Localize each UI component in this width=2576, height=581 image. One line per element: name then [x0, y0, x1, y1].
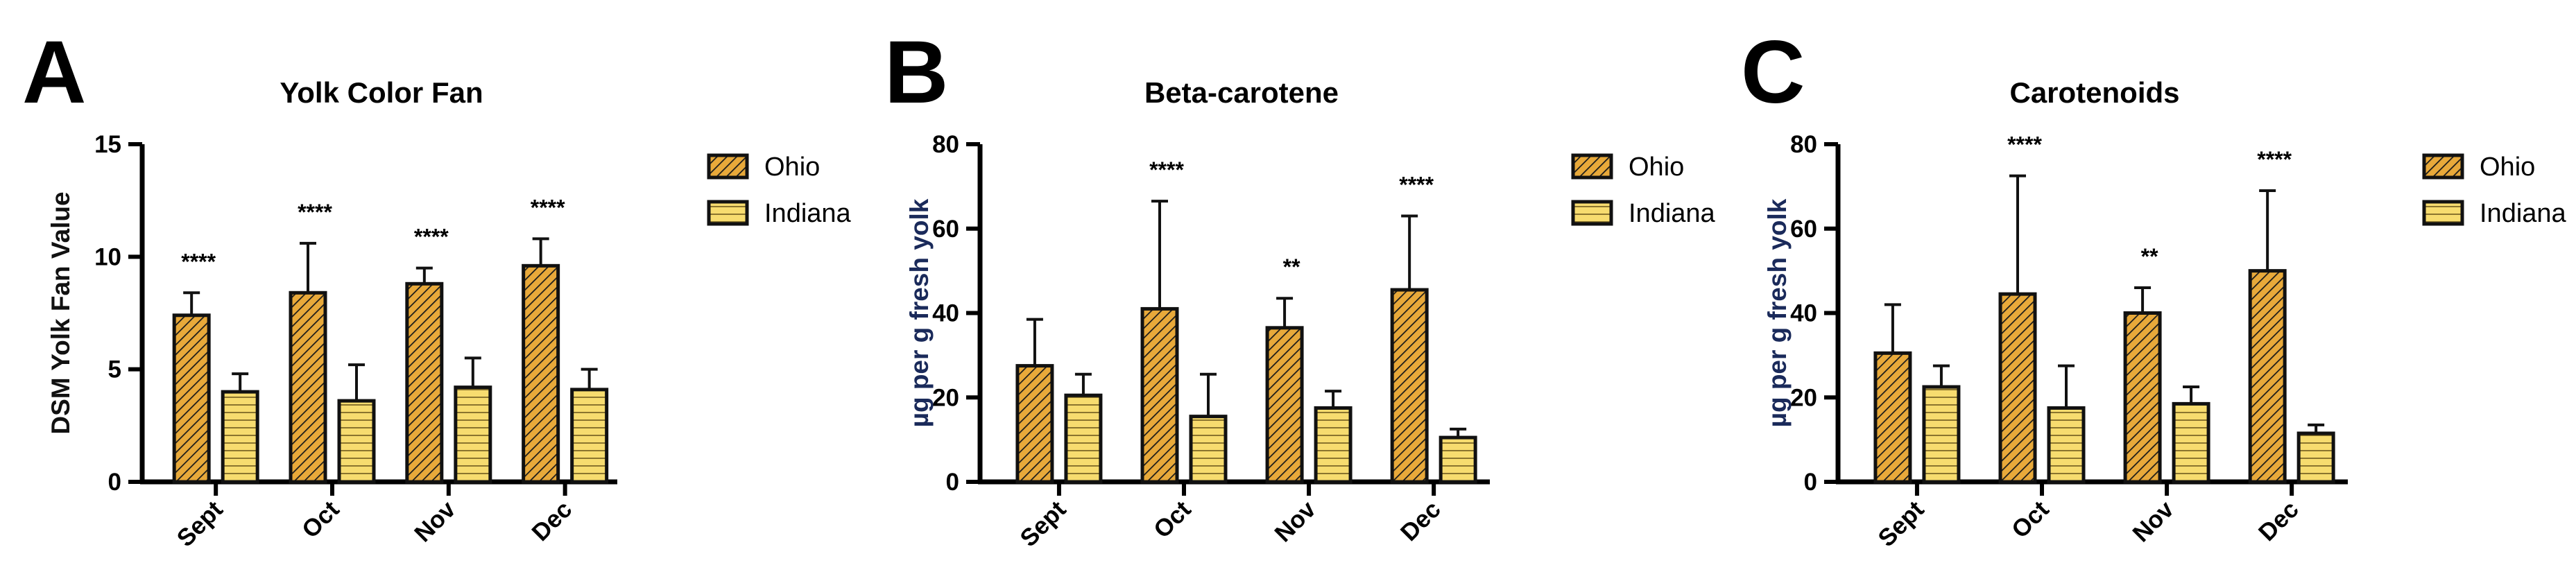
chart-title: Beta-carotene — [1144, 76, 1339, 109]
panel-b: B Beta-carotene µg per g fresh yolk 0 20 40 60… — [884, 23, 1716, 552]
bar-ohio — [405, 281, 444, 484]
significance-label: **** — [1149, 157, 1184, 182]
x-tick-label: Sept — [1873, 496, 1929, 552]
x-tick-label: Dec — [2253, 496, 2304, 546]
legend-label-ohio: Ohio — [764, 153, 820, 182]
y-axis-label: DSM Yolk Fan Value — [46, 191, 75, 434]
significance-label: **** — [2007, 132, 2042, 157]
bar-ohio — [1390, 288, 1429, 484]
legend-swatch-indiana — [2422, 200, 2464, 226]
bar-indiana — [221, 390, 259, 484]
y-axis-label: µg per g fresh yolk — [1763, 198, 1792, 427]
y-tick-label: 80 — [1790, 131, 1817, 158]
bar-ohio — [522, 263, 560, 484]
legend: Ohio Indiana — [2422, 153, 2567, 228]
y-tick-label: 5 — [108, 356, 121, 383]
bar-ohio — [1140, 306, 1179, 484]
bar-indiana — [2296, 431, 2335, 484]
y-tick-label: 80 — [932, 131, 959, 158]
legend-swatch-ohio — [1571, 153, 1613, 180]
bar-indiana — [570, 388, 609, 484]
legend-swatch-ohio — [2422, 153, 2464, 180]
significance-label: **** — [531, 195, 565, 220]
chart-title: Yolk Color Fan — [280, 76, 483, 109]
y-tick-label: 60 — [1790, 216, 1817, 243]
panel-a: A Yolk Color Fan DSM Yolk Fan Value 0 5 10 15 S… — [22, 23, 852, 552]
significance-label: **** — [414, 225, 449, 250]
x-tick-label: Oct — [1149, 496, 1196, 544]
legend-swatch-indiana — [1571, 200, 1613, 226]
legend-label-indiana: Indiana — [2480, 199, 2567, 228]
bar-ohio — [1015, 364, 1054, 484]
y-tick-label: 20 — [932, 384, 959, 411]
significance-label: **** — [181, 249, 216, 274]
legend: Ohio Indiana — [1571, 153, 1716, 228]
x-tick-label: Oct — [297, 496, 345, 544]
bar-indiana — [1064, 393, 1103, 484]
y-tick-label: 0 — [946, 469, 959, 496]
panel-letter: C — [1741, 23, 1805, 122]
bar-indiana — [2172, 401, 2210, 484]
bar-ohio — [2248, 269, 2287, 484]
x-tick-label: Nov — [1269, 496, 1321, 548]
y-axis-label: µg per g fresh yolk — [905, 198, 934, 427]
legend-label-indiana: Indiana — [764, 199, 852, 228]
bar-indiana — [337, 399, 376, 484]
legend: Ohio Indiana — [707, 153, 852, 228]
panel-c: C Carotenoids µg per g fresh yolk 0 20 40 60 80… — [1741, 23, 2567, 552]
bar-indiana — [2047, 406, 2086, 484]
x-tick-label: Dec — [526, 496, 577, 546]
legend-label-ohio: Ohio — [1629, 153, 1684, 182]
y-tick-label: 10 — [94, 243, 121, 270]
legend-label-ohio: Ohio — [2480, 153, 2535, 182]
significance-label: **** — [1399, 172, 1434, 197]
y-tick-label: 0 — [1804, 469, 1817, 496]
legend-swatch-ohio — [707, 153, 749, 180]
x-tick-label: Sept — [1015, 496, 1071, 552]
x-tick-label: Oct — [2007, 496, 2054, 544]
bar-ohio — [1265, 326, 1304, 484]
bar-ohio — [1873, 351, 1912, 484]
bar-ohio — [2123, 311, 2162, 484]
bar-indiana — [1189, 415, 1228, 484]
bar-indiana — [454, 385, 492, 484]
bar-ohio — [172, 313, 211, 484]
panel-letter: A — [22, 23, 86, 122]
y-tick-label: 40 — [1790, 300, 1817, 327]
bar-ohio — [289, 290, 327, 484]
bar-indiana — [1314, 406, 1353, 484]
bar-indiana — [1922, 385, 1961, 484]
significance-label: ** — [2141, 244, 2158, 269]
legend-swatch-indiana — [707, 200, 749, 226]
panel-letter: B — [884, 23, 948, 122]
significance-label: **** — [298, 200, 332, 225]
y-tick-label: 0 — [108, 469, 121, 496]
x-tick-label: Dec — [1396, 496, 1446, 546]
legend-label-indiana: Indiana — [1629, 199, 1716, 228]
bar-indiana — [1439, 435, 1477, 484]
x-tick-label: Sept — [172, 496, 228, 552]
y-tick-label: 15 — [94, 131, 121, 158]
significance-label: **** — [2257, 147, 2292, 172]
x-tick-label: Nov — [2127, 496, 2179, 548]
significance-label: ** — [1283, 254, 1300, 279]
y-tick-label: 60 — [932, 216, 959, 243]
x-tick-label: Nov — [409, 496, 461, 548]
y-tick-label: 40 — [932, 300, 959, 327]
chart-title: Carotenoids — [2009, 76, 2179, 109]
bar-ohio — [1998, 292, 2037, 484]
y-tick-label: 20 — [1790, 384, 1817, 411]
